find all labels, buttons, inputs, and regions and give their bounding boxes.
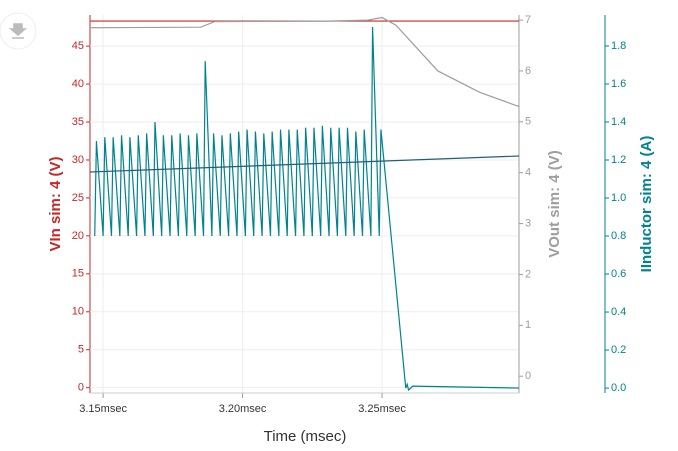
y-tick-label: 35	[72, 116, 84, 128]
download-button[interactable]	[0, 12, 37, 50]
y-tick-label: 10	[72, 306, 84, 318]
y2-tick-label: 0	[525, 370, 531, 382]
y3-tick-label: 0.6	[611, 268, 626, 280]
x-tick-label: 3.25msec	[358, 403, 406, 415]
x-tick-label: 3.15msec	[79, 403, 127, 415]
y2-tick-label: 2	[525, 268, 531, 280]
series-line	[94, 26, 520, 392]
y3-tick-label: 0.2	[611, 344, 626, 356]
y2-tick-label: 1	[525, 319, 531, 331]
y-tick-label: 30	[72, 154, 84, 166]
y3-axis-title: IInductor sim: 4 (A)	[638, 136, 655, 273]
y3-tick-label: 1.0	[611, 192, 626, 204]
y-axis-title: VIn sim: 4 (V)	[47, 156, 64, 251]
y2-tick-label: 6	[525, 65, 531, 77]
y-tick-label: 5	[78, 344, 84, 356]
y2-tick-label: 3	[525, 217, 531, 229]
y2-axis-title: VOut sim: 4 (V)	[546, 150, 563, 258]
y3-tick-label: 1.6	[611, 78, 626, 90]
x-axis-title: Time (msec)	[264, 428, 347, 445]
y3-tick-label: 0.0	[611, 382, 626, 394]
y-tick-label: 40	[72, 78, 84, 90]
y3-tick-label: 1.8	[611, 40, 626, 52]
y2-tick-label: 7	[525, 14, 531, 26]
y2-tick-label: 4	[525, 167, 531, 179]
y-tick-label: 45	[72, 40, 84, 52]
series-line	[89, 16, 520, 108]
y3-tick-label: 0.4	[611, 306, 626, 318]
x-tick-label: 3.20msec	[219, 403, 267, 415]
y-tick-label: 25	[72, 192, 84, 204]
y3-tick-label: 0.8	[611, 230, 626, 242]
series-line	[89, 155, 520, 173]
y-tick-label: 20	[72, 230, 84, 242]
y-tick-label: 0	[78, 382, 84, 394]
y3-tick-label: 1.4	[611, 116, 626, 128]
y3-tick-label: 1.2	[611, 154, 626, 166]
y2-tick-label: 5	[525, 116, 531, 128]
y-tick-label: 15	[72, 268, 84, 280]
download-icon[interactable]	[8, 23, 28, 39]
